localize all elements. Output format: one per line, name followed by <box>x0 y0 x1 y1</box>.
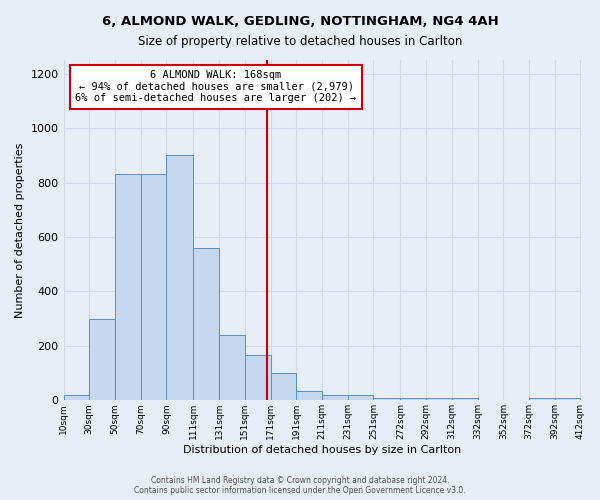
Bar <box>322 395 348 400</box>
Bar <box>296 391 322 400</box>
Bar <box>64 395 89 400</box>
Bar <box>452 398 478 400</box>
Text: Contains HM Land Registry data © Crown copyright and database right 2024.
Contai: Contains HM Land Registry data © Crown c… <box>134 476 466 495</box>
Text: 6 ALMOND WALK: 168sqm
← 94% of detached houses are smaller (2,979)
6% of semi-de: 6 ALMOND WALK: 168sqm ← 94% of detached … <box>76 70 356 103</box>
Bar <box>529 398 555 400</box>
Bar <box>555 398 580 400</box>
Bar <box>166 156 193 400</box>
Bar <box>426 398 452 400</box>
Bar <box>115 174 140 400</box>
X-axis label: Distribution of detached houses by size in Carlton: Distribution of detached houses by size … <box>183 445 461 455</box>
Bar <box>140 174 166 400</box>
Bar <box>193 248 219 400</box>
Bar <box>373 398 400 400</box>
Bar <box>400 398 426 400</box>
Text: 6, ALMOND WALK, GEDLING, NOTTINGHAM, NG4 4AH: 6, ALMOND WALK, GEDLING, NOTTINGHAM, NG4… <box>101 15 499 28</box>
Bar <box>271 373 296 400</box>
Bar <box>89 318 115 400</box>
Text: Size of property relative to detached houses in Carlton: Size of property relative to detached ho… <box>138 35 462 48</box>
Bar <box>219 335 245 400</box>
Bar <box>245 356 271 401</box>
Y-axis label: Number of detached properties: Number of detached properties <box>15 142 25 318</box>
Bar <box>348 395 373 400</box>
